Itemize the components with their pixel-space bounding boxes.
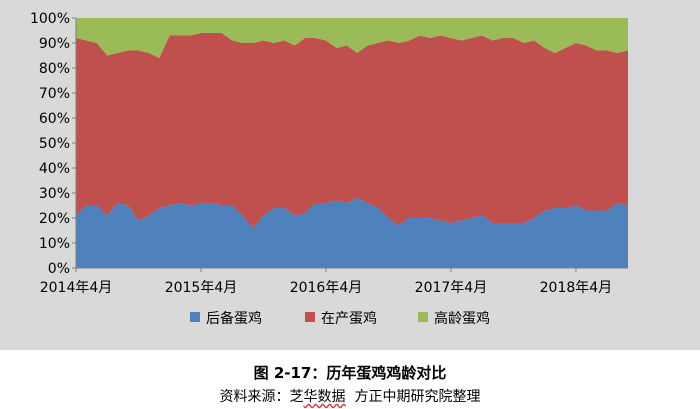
y-tick-label: 40% bbox=[39, 161, 70, 177]
source-suffix: 方正中期研究院整理 bbox=[345, 389, 481, 405]
area-series-1 bbox=[76, 33, 628, 228]
legend-swatch-1 bbox=[305, 312, 315, 322]
y-tick-label: 30% bbox=[39, 186, 70, 202]
legend-label-0: 后备蛋鸡 bbox=[206, 310, 262, 327]
x-tick-label: 2017年4月 bbox=[415, 280, 488, 296]
y-tick-label: 60% bbox=[39, 111, 70, 127]
legend-swatch-2 bbox=[418, 312, 428, 322]
area-series-2 bbox=[76, 18, 628, 58]
source-prefix: 资料来源：芝 bbox=[219, 389, 304, 405]
x-tick-label: 2014年4月 bbox=[40, 280, 113, 296]
stacked-area-chart: 0% 10% 20% 30% 40% 50% 60% 70% 80% 90% 100% 2014年4月… bbox=[30, 11, 628, 327]
legend-label-1: 在产蛋鸡 bbox=[321, 310, 377, 327]
y-tick-label: 0% bbox=[48, 261, 70, 277]
legend-label-2: 高龄蛋鸡 bbox=[434, 310, 490, 327]
y-tick-label: 20% bbox=[39, 211, 70, 227]
figure-source: 资料来源：芝华数据 方正中期研究院整理 bbox=[0, 386, 700, 406]
y-tick-label: 100% bbox=[30, 11, 70, 27]
y-tick-label: 70% bbox=[39, 86, 70, 102]
x-tick-label: 2015年4月 bbox=[165, 280, 238, 296]
y-tick-label: 50% bbox=[39, 136, 70, 152]
y-tick-label: 80% bbox=[39, 61, 70, 77]
chart-panel: 0% 10% 20% 30% 40% 50% 60% 70% 80% 90% 100% 2014年4月… bbox=[0, 0, 700, 350]
x-tick-label: 2016年4月 bbox=[290, 280, 363, 296]
area-series-0 bbox=[76, 198, 628, 268]
figure-caption: 图 2-17：历年蛋鸡鸡龄对比 bbox=[253, 364, 447, 382]
y-tick-label: 10% bbox=[39, 236, 70, 252]
legend-swatch-0 bbox=[190, 312, 200, 322]
y-tick-label: 90% bbox=[39, 36, 70, 52]
x-tick-label: 2018年4月 bbox=[540, 280, 613, 296]
source-underlined: 华数据 bbox=[303, 389, 346, 405]
